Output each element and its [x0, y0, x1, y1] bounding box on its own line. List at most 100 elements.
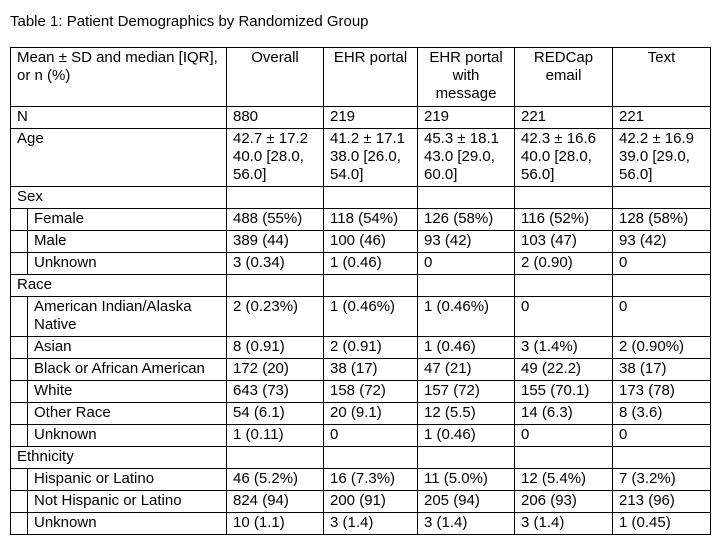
- value-line: 42.7 ± 17.2: [233, 130, 308, 147]
- value-cell: 16 (7.3%): [323, 468, 418, 491]
- value-cell: 1 (0.45): [612, 512, 711, 535]
- value-cell: 172 (20): [226, 358, 324, 381]
- section-label: Race: [10, 274, 227, 297]
- row-label: Unknown: [27, 512, 227, 535]
- row-label: Black or African American: [27, 358, 227, 381]
- indent-cell: [10, 490, 28, 513]
- value-cell: 488 (55%): [226, 208, 324, 231]
- value-cell: 2 (0.90): [514, 252, 613, 275]
- value-cell: [612, 186, 711, 209]
- value-cell: [612, 446, 711, 469]
- value-cell: 42.3 ± 16.6 40.0 [28.0, 56.0]: [514, 128, 613, 187]
- value-line: 38.0 [26.0, 54.0]: [330, 148, 401, 183]
- value-cell: 2 (0.90%): [612, 336, 711, 359]
- value-line: 42.2 ± 16.9: [619, 130, 694, 147]
- value-cell: [417, 186, 515, 209]
- value-cell: 0: [612, 424, 711, 447]
- value-cell: 100 (46): [323, 230, 418, 253]
- demographics-table-body: Mean ± SD and median [IQR], or n (%) Ove…: [10, 47, 711, 535]
- value-cell: 1 (0.46): [323, 252, 418, 275]
- value-cell: 46 (5.2%): [226, 468, 324, 491]
- value-cell: [417, 274, 515, 297]
- value-cell: [514, 186, 613, 209]
- value-cell: 38 (17): [323, 358, 418, 381]
- row-label: Hispanic or Latino: [27, 468, 227, 491]
- value-cell: 219: [323, 106, 418, 129]
- value-cell: 158 (72): [323, 380, 418, 403]
- value-cell: 12 (5.5): [417, 402, 515, 425]
- value-cell: 0: [514, 296, 613, 337]
- indent-cell: [10, 336, 28, 359]
- row-label: Not Hispanic or Latino: [27, 490, 227, 513]
- value-cell: 0: [417, 252, 515, 275]
- value-cell: 103 (47): [514, 230, 613, 253]
- value-cell: 155 (70.1): [514, 380, 613, 403]
- indent-cell: [10, 512, 28, 535]
- demographics-table: Mean ± SD and median [IQR], or n (%) Ove…: [10, 47, 711, 535]
- value-cell: 0: [514, 424, 613, 447]
- indent-cell: [10, 402, 28, 425]
- row-label: Unknown: [27, 424, 227, 447]
- table-row: Unknown 10 (1.1) 3 (1.4) 3 (1.4) 3 (1.4) 1 (0…: [10, 512, 711, 535]
- value-cell: 116 (52%): [514, 208, 613, 231]
- value-cell: 54 (6.1): [226, 402, 324, 425]
- section-label: Ethnicity: [10, 446, 227, 469]
- value-cell: 14 (6.3): [514, 402, 613, 425]
- section-row: Race: [10, 274, 711, 297]
- table-row: Other Race 54 (6.1) 20 (9.1) 12 (5.5) 14 (6.…: [10, 402, 711, 425]
- value-cell: [323, 186, 418, 209]
- value-cell: 200 (91): [323, 490, 418, 513]
- value-cell: 3 (1.4): [514, 512, 613, 535]
- value-cell: 0: [612, 252, 711, 275]
- table-row: White 643 (73) 158 (72) 157 (72) 155 (70.1) 1…: [10, 380, 711, 403]
- value-cell: 2 (0.91): [323, 336, 418, 359]
- table-row: Hispanic or Latino 46 (5.2%) 16 (7.3%) 11 (…: [10, 468, 711, 491]
- value-cell: 42.7 ± 17.2 40.0 [28.0, 56.0]: [226, 128, 324, 187]
- table-row: Unknown 1 (0.11) 0 1 (0.46) 0 0: [10, 424, 711, 447]
- table-row: Unknown 3 (0.34) 1 (0.46) 0 2 (0.90) 0: [10, 252, 711, 275]
- value-cell: 118 (54%): [323, 208, 418, 231]
- table-row: N 880 219 219 221 221: [10, 106, 711, 129]
- value-line: 40.0 [28.0, 56.0]: [233, 148, 304, 183]
- value-line: 39.0 [29.0, 56.0]: [619, 148, 690, 183]
- value-cell: 157 (72): [417, 380, 515, 403]
- value-cell: [514, 446, 613, 469]
- row-label: Asian: [27, 336, 227, 359]
- value-cell: 49 (22.2): [514, 358, 613, 381]
- row-label: N: [10, 106, 227, 129]
- indent-cell: [10, 252, 28, 275]
- row-label: Female: [27, 208, 227, 231]
- indent-cell: [10, 468, 28, 491]
- value-cell: 1 (0.46%): [323, 296, 418, 337]
- value-cell: 7 (3.2%): [612, 468, 711, 491]
- row-label: White: [27, 380, 227, 403]
- value-cell: 1 (0.46%): [417, 296, 515, 337]
- row-label: American Indian/Alaska Native: [27, 296, 227, 337]
- value-cell: [514, 274, 613, 297]
- value-cell: 93 (42): [612, 230, 711, 253]
- value-cell: 205 (94): [417, 490, 515, 513]
- table-title: Table 1: Patient Demographics by Randomi…: [10, 13, 369, 30]
- row-label: Male: [27, 230, 227, 253]
- value-cell: 45.3 ± 18.1 43.0 [29.0, 60.0]: [417, 128, 515, 187]
- value-cell: 1 (0.46): [417, 424, 515, 447]
- indent-cell: [10, 358, 28, 381]
- value-cell: [323, 446, 418, 469]
- row-label: Unknown: [27, 252, 227, 275]
- value-cell: 126 (58%): [417, 208, 515, 231]
- header-row: Mean ± SD and median [IQR], or n (%) Ove…: [10, 47, 711, 107]
- indent-cell: [10, 230, 28, 253]
- indent-cell: [10, 296, 28, 337]
- value-cell: [323, 274, 418, 297]
- indent-cell: [10, 424, 28, 447]
- value-cell: 1 (0.46): [417, 336, 515, 359]
- value-line: 43.0 [29.0, 60.0]: [424, 148, 495, 183]
- value-cell: 643 (73): [226, 380, 324, 403]
- value-cell: 880: [226, 106, 324, 129]
- value-cell: 10 (1.1): [226, 512, 324, 535]
- value-line: 41.2 ± 17.1: [330, 130, 405, 147]
- value-cell: [226, 186, 324, 209]
- value-cell: 3 (1.4): [323, 512, 418, 535]
- table-row: Black or African American 172 (20) 38 (17)…: [10, 358, 711, 381]
